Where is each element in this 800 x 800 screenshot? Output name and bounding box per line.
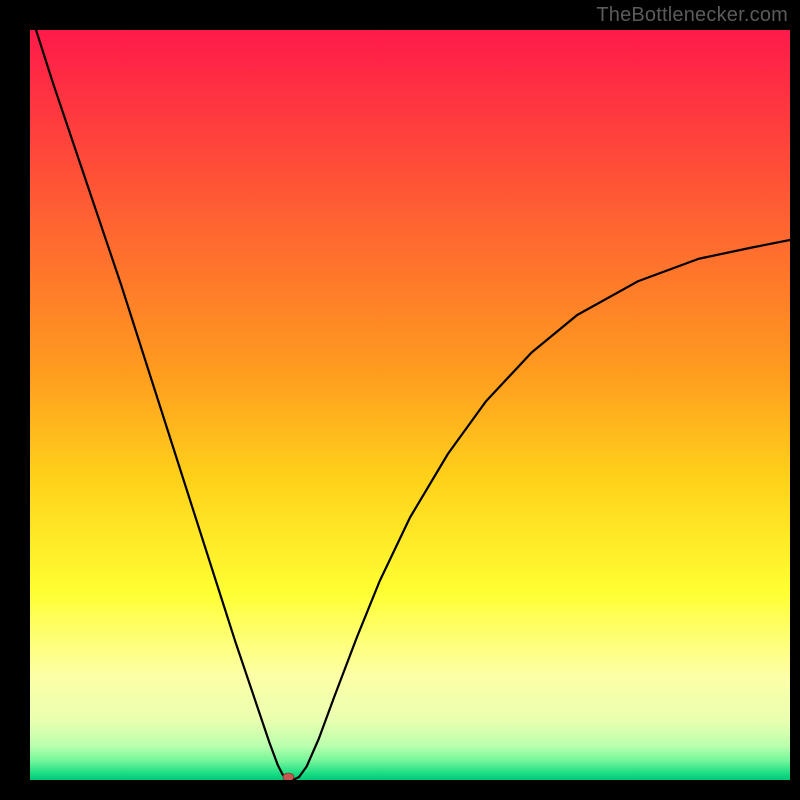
- plot-background: [30, 30, 790, 780]
- bottleneck-chart: [30, 30, 790, 780]
- chart-frame: TheBottlenecker.com: [0, 0, 800, 800]
- vertex-marker: [283, 773, 294, 780]
- watermark-label: TheBottlenecker.com: [596, 4, 788, 27]
